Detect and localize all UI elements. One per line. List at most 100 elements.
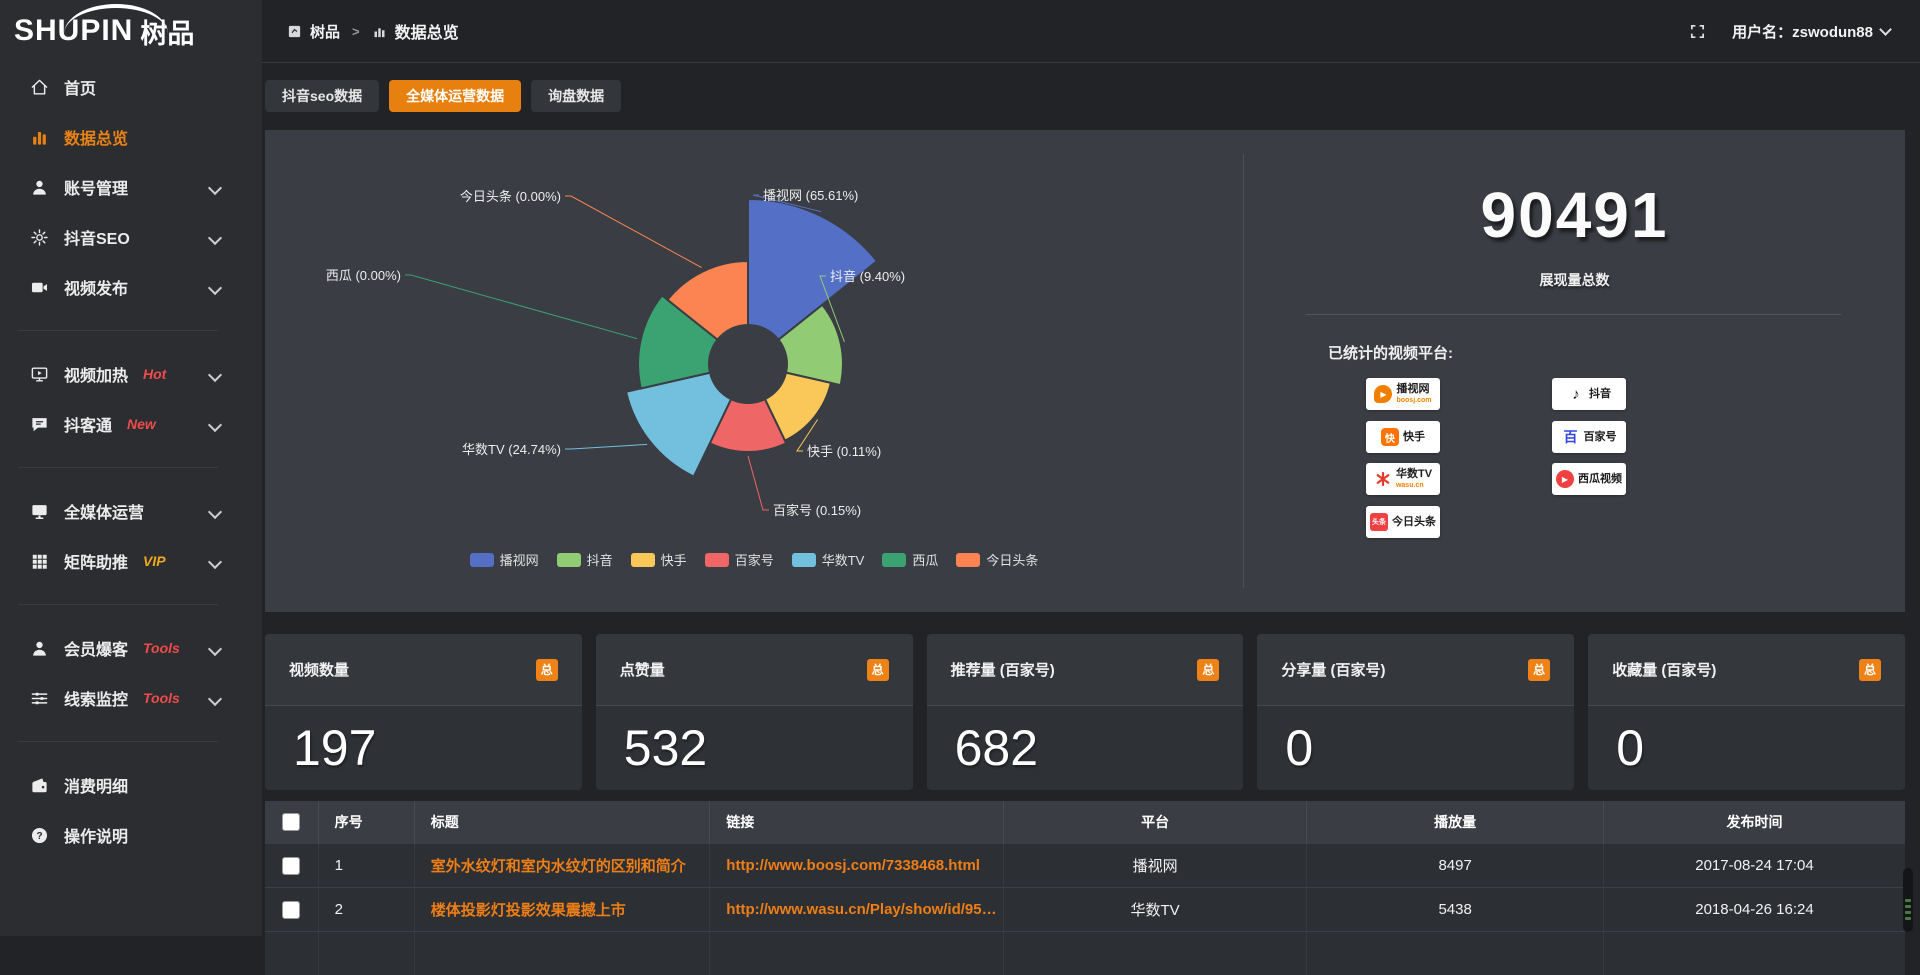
- screen-play-icon: [30, 365, 49, 384]
- legend-chip: [705, 553, 729, 567]
- pie-label: 百家号 (0.15%): [773, 503, 861, 518]
- floating-scrollbar[interactable]: [1903, 868, 1913, 932]
- topbar-right: 用户名：zswodun88: [1689, 21, 1920, 42]
- video-url-link[interactable]: http://www.wasu.cn/Play/show/id/952...: [726, 901, 1002, 918]
- column-header: 播放量: [1307, 801, 1604, 844]
- breadcrumb-root[interactable]: 树品: [310, 21, 340, 42]
- video-title-link[interactable]: 室外水纹灯和室内水纹灯的区别和简介: [431, 855, 709, 876]
- sidebar-item-label: 视频加热: [64, 362, 128, 386]
- column-header: 序号: [318, 801, 414, 844]
- sidebar-item-4[interactable]: 抖音SEO: [0, 212, 262, 262]
- sidebar-item-label: 操作说明: [64, 823, 128, 847]
- total-badge: 总: [536, 659, 558, 681]
- empty-cell: [1307, 932, 1604, 975]
- platform-name: 抖音: [1589, 389, 1611, 400]
- select-all-checkbox[interactable]: [282, 813, 300, 831]
- user-icon: [30, 178, 49, 197]
- platform-name: 百家号: [1584, 432, 1617, 443]
- table-header-row: 序号标题链接平台播放量发布时间: [265, 801, 1905, 844]
- empty-cell: [318, 932, 414, 975]
- data-tabs: 抖音seo数据全媒体运营数据询盘数据: [265, 80, 621, 112]
- cell-platform: 播视网: [1003, 844, 1307, 888]
- sidebar-item-1[interactable]: 首页: [0, 62, 262, 112]
- stat-card-value: 0: [1588, 706, 1905, 790]
- legend-label: 今日头条: [986, 550, 1038, 569]
- legend-item-百家号[interactable]: 百家号: [705, 550, 774, 569]
- row-checkbox-cell: [265, 888, 318, 932]
- cell-title: 室外水纹灯和室内水纹灯的区别和简介: [414, 844, 710, 888]
- tab-2[interactable]: 全媒体运营数据: [389, 80, 521, 112]
- sidebar-item-10[interactable]: 全媒体运营: [0, 486, 262, 536]
- legend-chip: [956, 553, 980, 567]
- sidebar-item-label: 首页: [64, 75, 96, 99]
- bar-chart-icon: [372, 24, 387, 39]
- xigua-logo: ▶: [1556, 470, 1574, 488]
- legend-label: 抖音: [587, 550, 613, 569]
- stat-card-header: 推荐量 (百家号)总: [927, 634, 1244, 706]
- question-icon: ?: [30, 826, 49, 845]
- legend-chip: [631, 553, 655, 567]
- legend-label: 华数TV: [822, 550, 865, 569]
- platform-share-pie-chart: 播视网 (65.61%)抖音 (9.40%)快手 (0.11%)百家号 (0.1…: [265, 130, 1243, 612]
- cell-title: 楼体投影灯投影效果震撼上市: [414, 888, 710, 932]
- platform-badge-text: 百家号: [1584, 432, 1617, 443]
- legend-item-西瓜[interactable]: 西瓜: [882, 550, 938, 569]
- legend-item-快手[interactable]: 快手: [631, 550, 687, 569]
- platform-badge-text: 抖音: [1589, 389, 1611, 400]
- tab-1[interactable]: 抖音seo数据: [265, 80, 379, 112]
- pie-label: 华数TV (24.74%): [462, 442, 561, 457]
- sidebar-item-label: 消费明细: [64, 773, 128, 797]
- sidebar-item-17[interactable]: ? 操作说明: [0, 810, 262, 860]
- sidebar-item-2[interactable]: 数据总览: [0, 112, 262, 162]
- kuaishou-logo: 快: [1381, 428, 1399, 446]
- legend-item-播视网[interactable]: 播视网: [470, 550, 539, 569]
- chevron-down-icon: [1879, 23, 1892, 36]
- sidebar-item-badge: Hot: [143, 366, 166, 382]
- cell-link: http://www.wasu.cn/Play/show/id/952...: [710, 888, 1004, 932]
- fullscreen-icon[interactable]: [1689, 23, 1706, 40]
- breadcrumb: 树品 > 数据总览: [262, 19, 459, 43]
- tab-3[interactable]: 询盘数据: [531, 80, 621, 112]
- row-checkbox[interactable]: [282, 857, 300, 875]
- table-row-partial: [265, 932, 1905, 975]
- sidebar-item-5[interactable]: 视频发布: [0, 262, 262, 312]
- legend-chip: [882, 553, 906, 567]
- sidebar-divider: [18, 604, 218, 605]
- platform-name: 今日头条: [1392, 517, 1436, 528]
- column-header: 平台: [1003, 801, 1307, 844]
- video-url-link[interactable]: http://www.boosj.com/7338468.html: [726, 857, 1002, 874]
- legend-item-华数TV[interactable]: 华数TV: [792, 550, 865, 569]
- chevron-down-icon: [208, 368, 222, 382]
- row-checkbox[interactable]: [282, 901, 300, 919]
- sidebar-item-7[interactable]: 视频加热 Hot: [0, 349, 262, 399]
- total-impressions-value: 90491: [1244, 178, 1905, 252]
- legend-item-今日头条[interactable]: 今日头条: [956, 550, 1038, 569]
- sidebar-item-label: 全媒体运营: [64, 499, 144, 523]
- sidebar-item-16[interactable]: 消费明细: [0, 760, 262, 810]
- sidebar-divider: [18, 330, 218, 331]
- sidebar-item-label: 账号管理: [64, 175, 128, 199]
- user-menu[interactable]: 用户名：zswodun88: [1732, 21, 1890, 42]
- monitor-icon: [30, 502, 49, 521]
- pie-label-line: [748, 456, 769, 510]
- stat-card-value: 682: [927, 706, 1244, 790]
- sidebar-item-3[interactable]: 账号管理: [0, 162, 262, 212]
- douyin-logo: ♪: [1567, 385, 1585, 403]
- legend-item-抖音[interactable]: 抖音: [557, 550, 613, 569]
- app-logo[interactable]: SHUPIN 树品: [0, 0, 262, 62]
- video-title-link[interactable]: 楼体投影灯投影效果震撼上市: [431, 899, 709, 920]
- total-badge: 总: [867, 659, 889, 681]
- overview-panel: 播视网 (65.61%)抖音 (9.40%)快手 (0.11%)百家号 (0.1…: [265, 130, 1905, 612]
- empty-cell: [265, 932, 318, 975]
